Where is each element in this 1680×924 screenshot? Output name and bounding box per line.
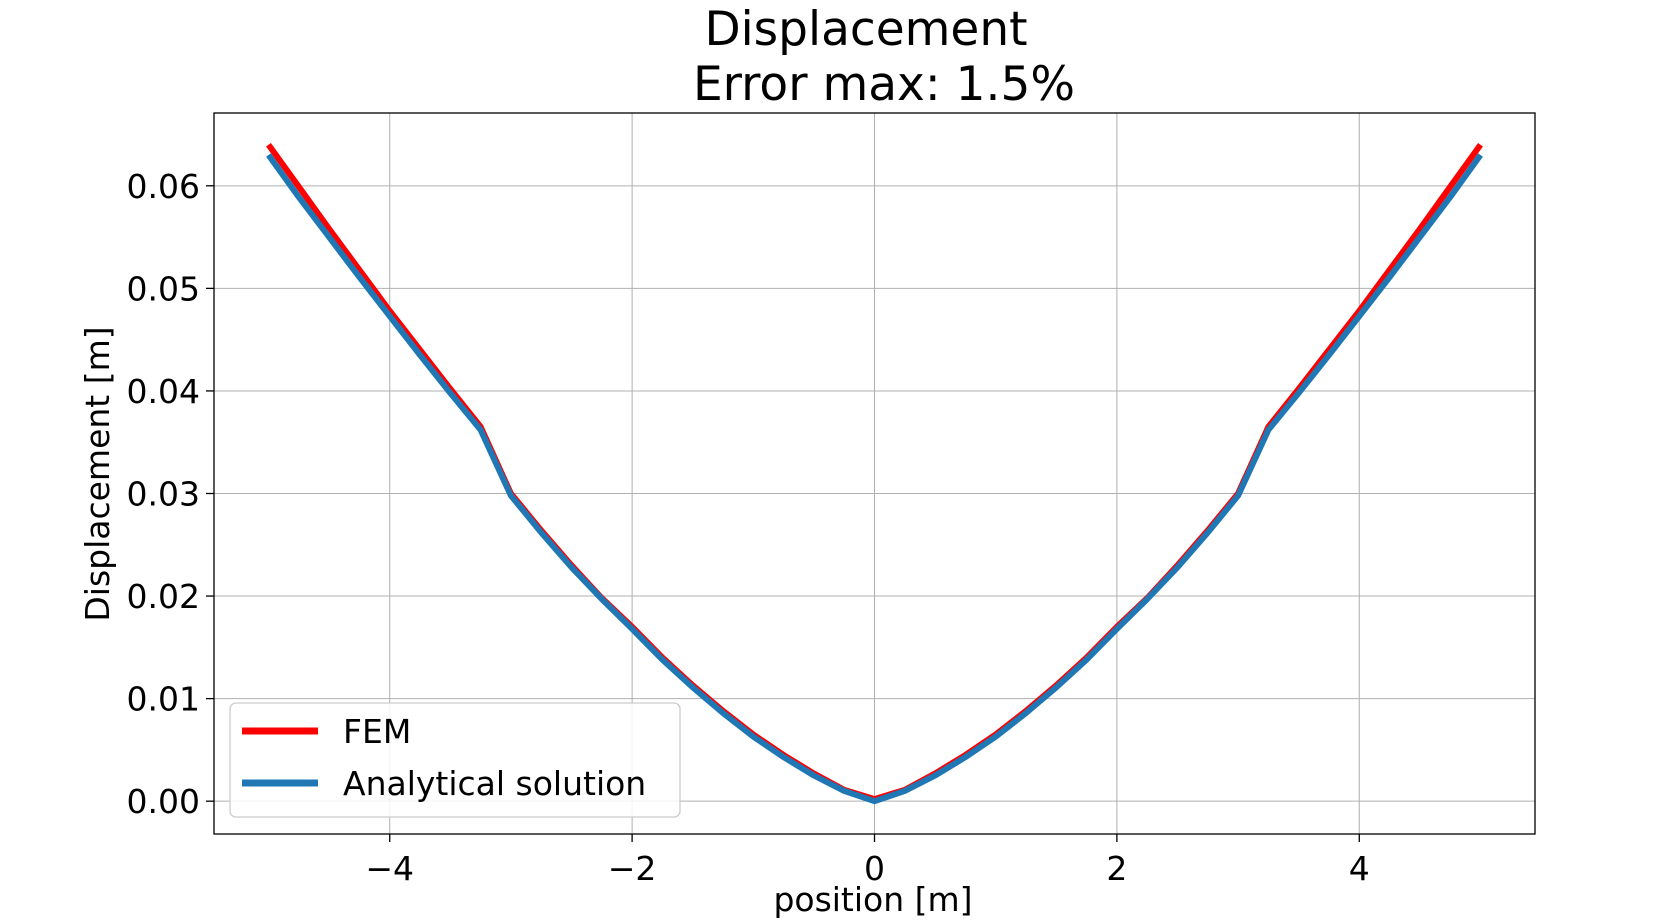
x-tick-label: −2 [608,849,657,888]
chart-title: Displacement [704,2,1027,57]
x-axis-label: position [m] [773,880,972,919]
y-tick-label: 0.01 [127,680,200,719]
chart-subtitle: Error max: 1.5% [693,57,1075,112]
series-lines [266,143,1483,805]
x-tick-label: 2 [1106,849,1127,888]
y-tick-label: 0.03 [127,474,200,513]
y-tick-label: 0.05 [127,269,200,308]
y-tick-label: 0.00 [127,782,200,821]
series-line-analytical [266,153,1483,805]
x-tick-label: 0 [864,849,885,888]
y-tick-label: 0.06 [127,167,200,206]
x-tick-label: 4 [1349,849,1370,888]
y-axis-ticks: 0.00 0.01 0.02 0.03 0.04 0.05 0.06 [127,167,214,821]
legend-box [229,702,681,818]
legend: FEM Analytical solution [229,702,681,818]
legend-label-analytical: Analytical solution [343,764,646,803]
y-tick-label: 0.02 [127,577,200,616]
grid-lines [214,113,1535,834]
legend-label-fem: FEM [343,712,411,751]
x-tick-label: −4 [365,849,414,888]
x-axis-ticks: −4 −2 0 2 4 [365,834,1370,888]
y-axis-label: Displacement [m] [78,326,117,621]
y-tick-label: 0.04 [127,372,200,411]
